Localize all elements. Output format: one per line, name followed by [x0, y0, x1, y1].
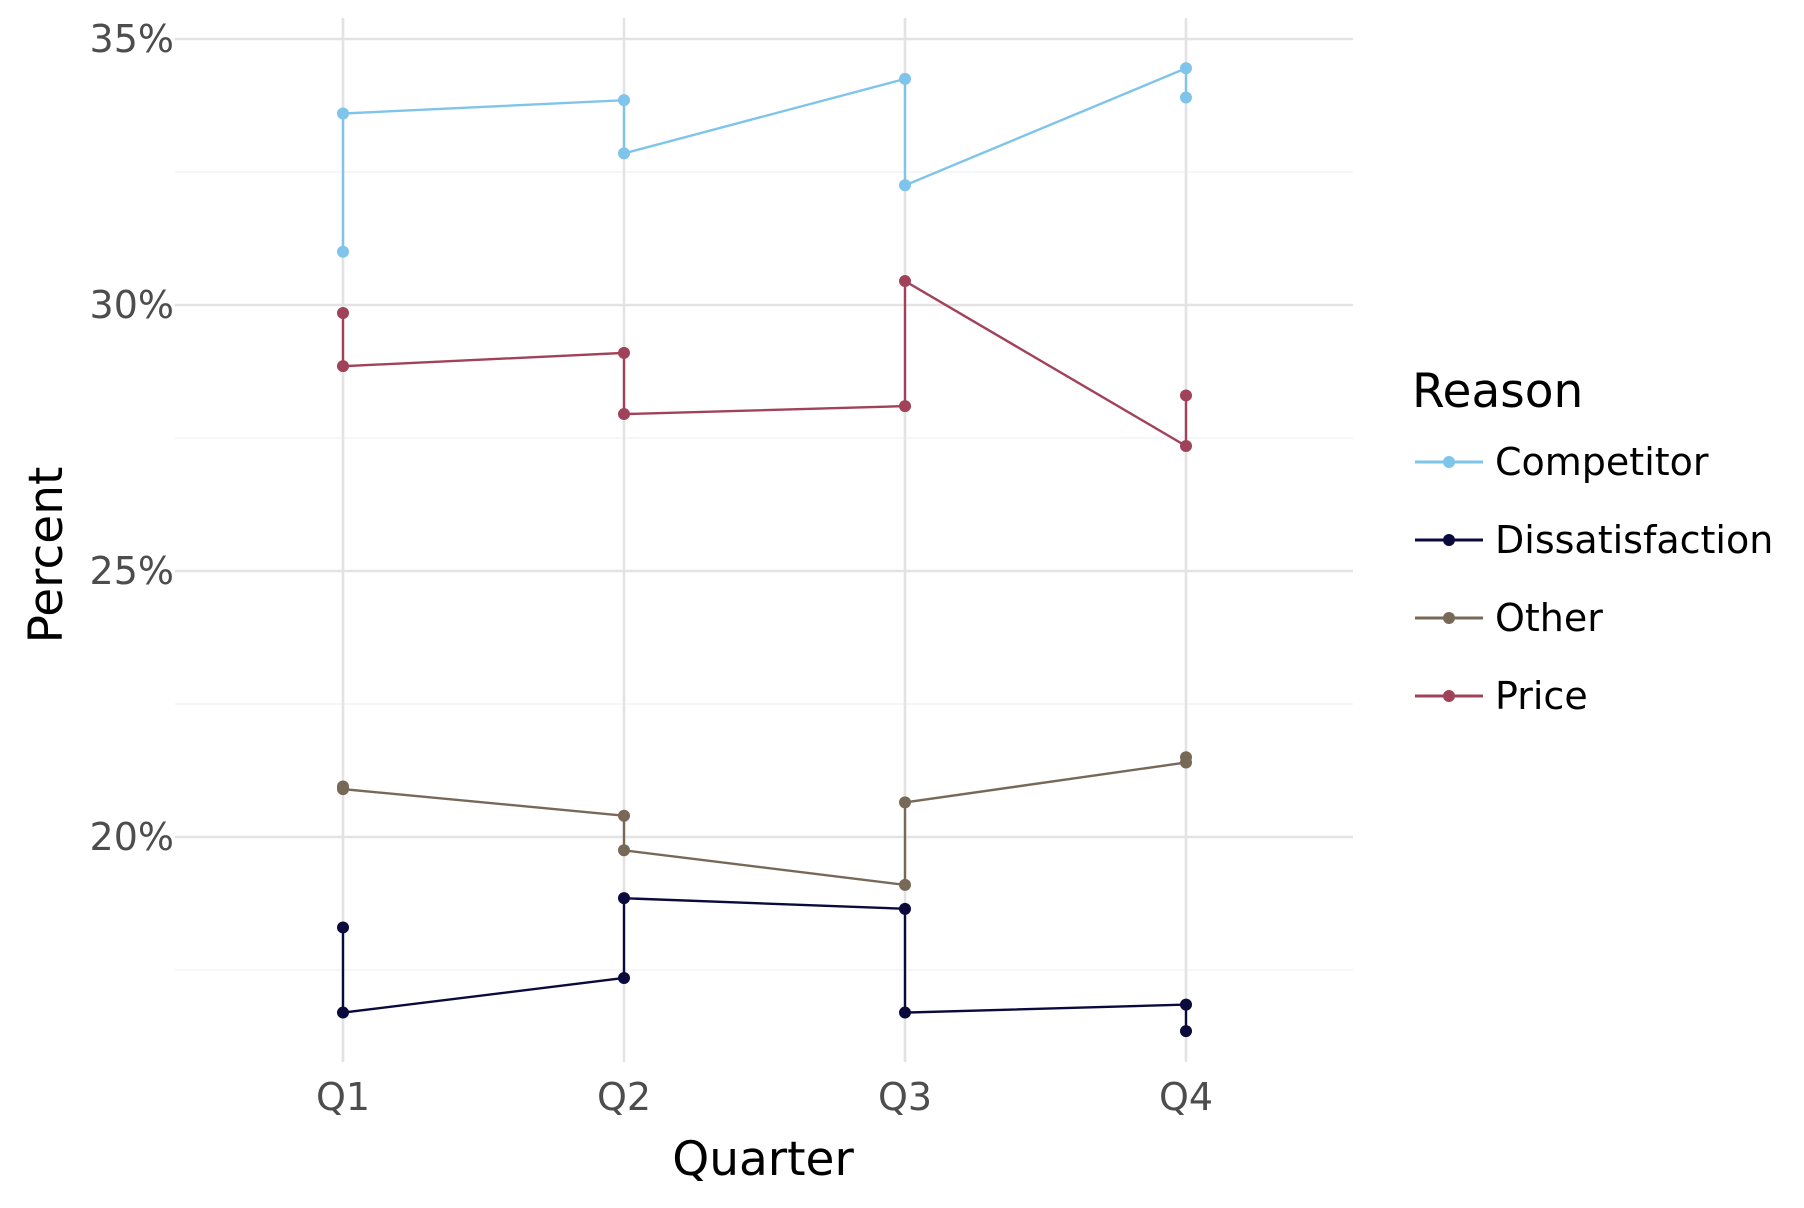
y-tick-label: 30%: [90, 283, 174, 327]
data-point: [899, 902, 911, 915]
data-point: [618, 147, 630, 160]
grid-layer: [175, 18, 1353, 1062]
series-other: [337, 751, 1192, 891]
data-point: [899, 1006, 911, 1019]
y-tick-label: 20%: [90, 815, 174, 859]
data-point: [1180, 998, 1192, 1011]
data-point: [337, 1006, 349, 1019]
data-point: [1180, 1025, 1192, 1038]
data-point: [899, 72, 911, 85]
data-point: [1180, 389, 1192, 402]
legend-label: Other: [1495, 596, 1603, 640]
data-point: [1180, 439, 1192, 452]
data-point: [618, 408, 630, 421]
legend-key-point: [1443, 534, 1455, 546]
data-point: [618, 809, 630, 822]
x-tick-label: Q3: [878, 1075, 932, 1119]
legend-key-point: [1443, 690, 1455, 702]
data-point: [899, 878, 911, 891]
data-point: [618, 892, 630, 905]
data-point: [899, 275, 911, 288]
y-axis-title: Percent: [19, 467, 74, 644]
data-point: [337, 783, 349, 796]
data-point: [1180, 751, 1192, 764]
data-point: [618, 346, 630, 359]
series-line: [341, 896, 1188, 1032]
data-point: [337, 360, 349, 373]
data-point: [337, 107, 349, 120]
series-line: [341, 279, 1188, 449]
data-point: [618, 94, 630, 107]
legend-title: Reason: [1412, 364, 1583, 419]
legend-label: Price: [1495, 674, 1588, 718]
series-layer: [337, 62, 1192, 1038]
x-tick-label: Q2: [597, 1075, 651, 1119]
data-point: [337, 306, 349, 319]
x-tick-label: Q1: [316, 1075, 370, 1119]
series-line: [341, 757, 1188, 887]
data-point: [618, 844, 630, 857]
data-point: [899, 400, 911, 413]
legend-item-dissatisfaction: Dissatisfaction: [1415, 518, 1773, 562]
data-point: [337, 245, 349, 258]
data-point: [899, 179, 911, 192]
series-dissatisfaction: [337, 892, 1192, 1038]
data-point: [899, 796, 911, 809]
y-tick-label: 35%: [90, 17, 174, 61]
x-tick-label: Q4: [1159, 1075, 1213, 1119]
legend-item-price: Price: [1415, 674, 1588, 718]
legend-key-point: [1443, 612, 1455, 624]
series-competitor: [337, 62, 1192, 258]
legend-label: Competitor: [1495, 440, 1709, 484]
y-tick-label: 25%: [90, 549, 174, 593]
data-point: [337, 921, 349, 934]
legend: Reason Competitor Dissatisfaction Other Pri…: [1412, 364, 1773, 718]
data-point: [1180, 62, 1192, 75]
series-line: [341, 66, 1188, 252]
legend-label: Dissatisfaction: [1495, 518, 1773, 562]
legend-item-competitor: Competitor: [1415, 440, 1709, 484]
legend-key-point: [1443, 456, 1455, 468]
legend-items: Competitor Dissatisfaction Other Price: [1415, 440, 1773, 718]
data-point: [618, 971, 630, 984]
x-axis-title: Quarter: [672, 1132, 854, 1187]
series-price: [337, 275, 1192, 452]
data-point: [1180, 91, 1192, 104]
legend-item-other: Other: [1415, 596, 1603, 640]
tick-layer: 20% 25% 30% 35% Q1 Q2 Q3 Q4: [90, 17, 1214, 1119]
